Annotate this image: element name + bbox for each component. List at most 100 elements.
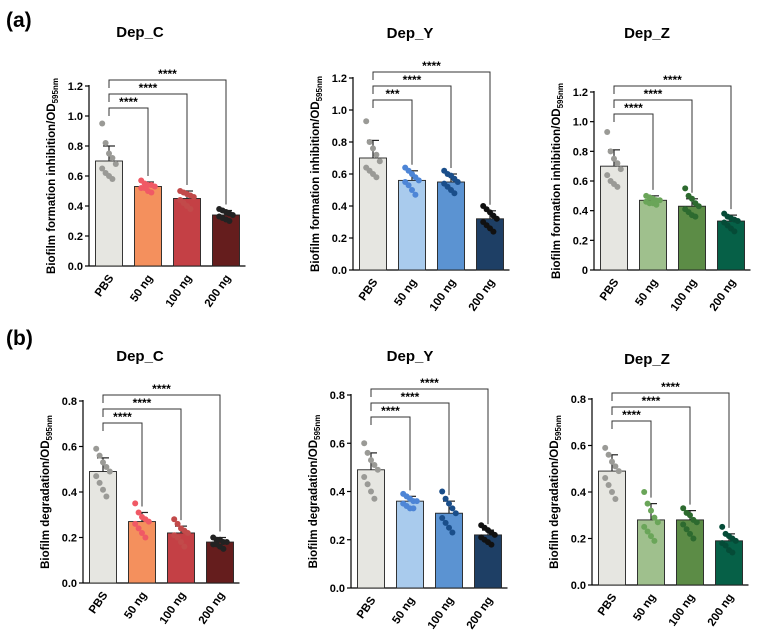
data-point (405, 182, 412, 189)
significance-label: **** (642, 394, 661, 408)
data-point (651, 514, 658, 521)
data-point (653, 201, 660, 208)
data-point (373, 174, 380, 181)
data-point (174, 520, 181, 527)
data-point (361, 474, 368, 481)
panel-label-b: (b) (6, 327, 33, 350)
significance-label: **** (403, 73, 422, 87)
data-point (449, 505, 456, 512)
x-tick-label: 100 ng (426, 595, 457, 632)
x-tick-label: 100 ng (667, 592, 698, 629)
significance-bracket (611, 392, 730, 528)
significance-label: **** (420, 376, 439, 390)
x-tick-label: 50 ng (128, 273, 155, 304)
y-tick-label: 0.8 (573, 146, 588, 158)
y-axis-label-main: Biofilm degradation/OD (308, 440, 320, 568)
chart-title: Dep_C (116, 348, 164, 365)
data-point (491, 531, 498, 538)
x-tick-label: 50 ng (633, 277, 660, 308)
data-point (109, 176, 116, 182)
y-axis-label: Biofilm degradation/OD595nm (40, 415, 54, 569)
data-point (99, 120, 106, 127)
data-point (615, 468, 622, 475)
significance-bracket (370, 416, 411, 491)
data-point (371, 495, 378, 502)
x-tick-label: 50 ng (392, 277, 419, 308)
x-tick-label: 200 ng (467, 277, 498, 314)
data-point (174, 534, 181, 541)
data-point (368, 457, 374, 464)
x-tick-label: 200 ng (197, 590, 228, 627)
data-point (687, 512, 693, 519)
y-tick-label: 0.6 (573, 176, 588, 188)
significance-bracket (102, 394, 221, 532)
significance-bracket (613, 99, 693, 193)
chart-title: Dep_Y (387, 25, 434, 42)
y-tick-label: 0.6 (330, 438, 345, 450)
data-point (614, 160, 621, 167)
data-point (690, 535, 697, 542)
chart-a-dep-c: Dep_C 0.0 0.2 0.4 0.6 0.8 1.0 1.2 Biofilm format… (46, 24, 246, 310)
y-tick-label: 0.8 (332, 137, 347, 149)
significance-label: **** (113, 410, 132, 424)
data-point (100, 459, 106, 466)
x-tick-label: 50 ng (631, 592, 658, 623)
data-point (148, 189, 155, 196)
y-tick-label: 1.0 (573, 117, 588, 129)
data-point (651, 537, 658, 544)
chart-title: Dep_C (116, 24, 164, 41)
x-tick-label: PBS (357, 277, 381, 304)
significance-bracket (108, 107, 149, 176)
significance-bracket (372, 85, 452, 168)
y-axis-label-subscript: 595nm (313, 415, 322, 440)
data-point (689, 195, 695, 202)
data-point (604, 172, 611, 179)
y-tick-label: 0.2 (330, 535, 345, 547)
data-point (609, 489, 615, 495)
x-tick-label: 200 ng (203, 273, 234, 310)
data-point (680, 505, 687, 512)
y-axis-label-main: Biofilm degradation/OD (40, 440, 52, 568)
y-axis-label: Biofilm degradation/OD595nm (549, 415, 563, 569)
bar (398, 179, 426, 271)
y-tick-label: 0.0 (332, 265, 347, 277)
data-point (734, 218, 741, 225)
significance-bracket (372, 99, 413, 165)
data-point (611, 155, 617, 162)
significance-bracket (370, 388, 489, 525)
data-point (656, 197, 663, 204)
data-point (641, 489, 648, 495)
y-axis-label-subscript: 595nm (315, 76, 324, 101)
y-tick-label: 0.6 (62, 442, 77, 454)
data-point (602, 444, 609, 451)
y-axis-label: Biofilm formation inhibition/OD595nm (551, 83, 565, 279)
data-point (687, 530, 693, 537)
data-point (648, 507, 654, 514)
data-point (368, 488, 374, 495)
x-tick-label: 200 ng (706, 592, 737, 629)
data-point (366, 139, 373, 145)
significance-bracket (102, 422, 143, 507)
data-point (178, 539, 184, 546)
data-point (454, 179, 461, 185)
y-tick-label: 0.0 (571, 580, 586, 592)
data-point (692, 213, 699, 220)
data-point (102, 140, 109, 146)
significance-label: **** (133, 396, 152, 410)
x-tick-label: 100 ng (164, 273, 195, 310)
significance-label: **** (381, 404, 400, 418)
significance-bracket (613, 85, 732, 210)
y-tick-label: 0.6 (571, 441, 586, 453)
y-tick-label: 0.2 (571, 534, 586, 546)
y-tick-label: 0.4 (573, 206, 589, 218)
y-tick-label: 0.4 (571, 487, 587, 499)
data-point (409, 187, 415, 193)
data-point (413, 498, 420, 505)
data-point (229, 212, 236, 218)
data-point (449, 529, 456, 536)
y-axis-label: Biofilm formation inhibition/OD595nm (46, 78, 60, 274)
significance-bracket (370, 402, 450, 496)
y-tick-label: 0.2 (573, 235, 588, 247)
data-point (93, 445, 100, 452)
x-tick-label: PBS (596, 592, 620, 619)
